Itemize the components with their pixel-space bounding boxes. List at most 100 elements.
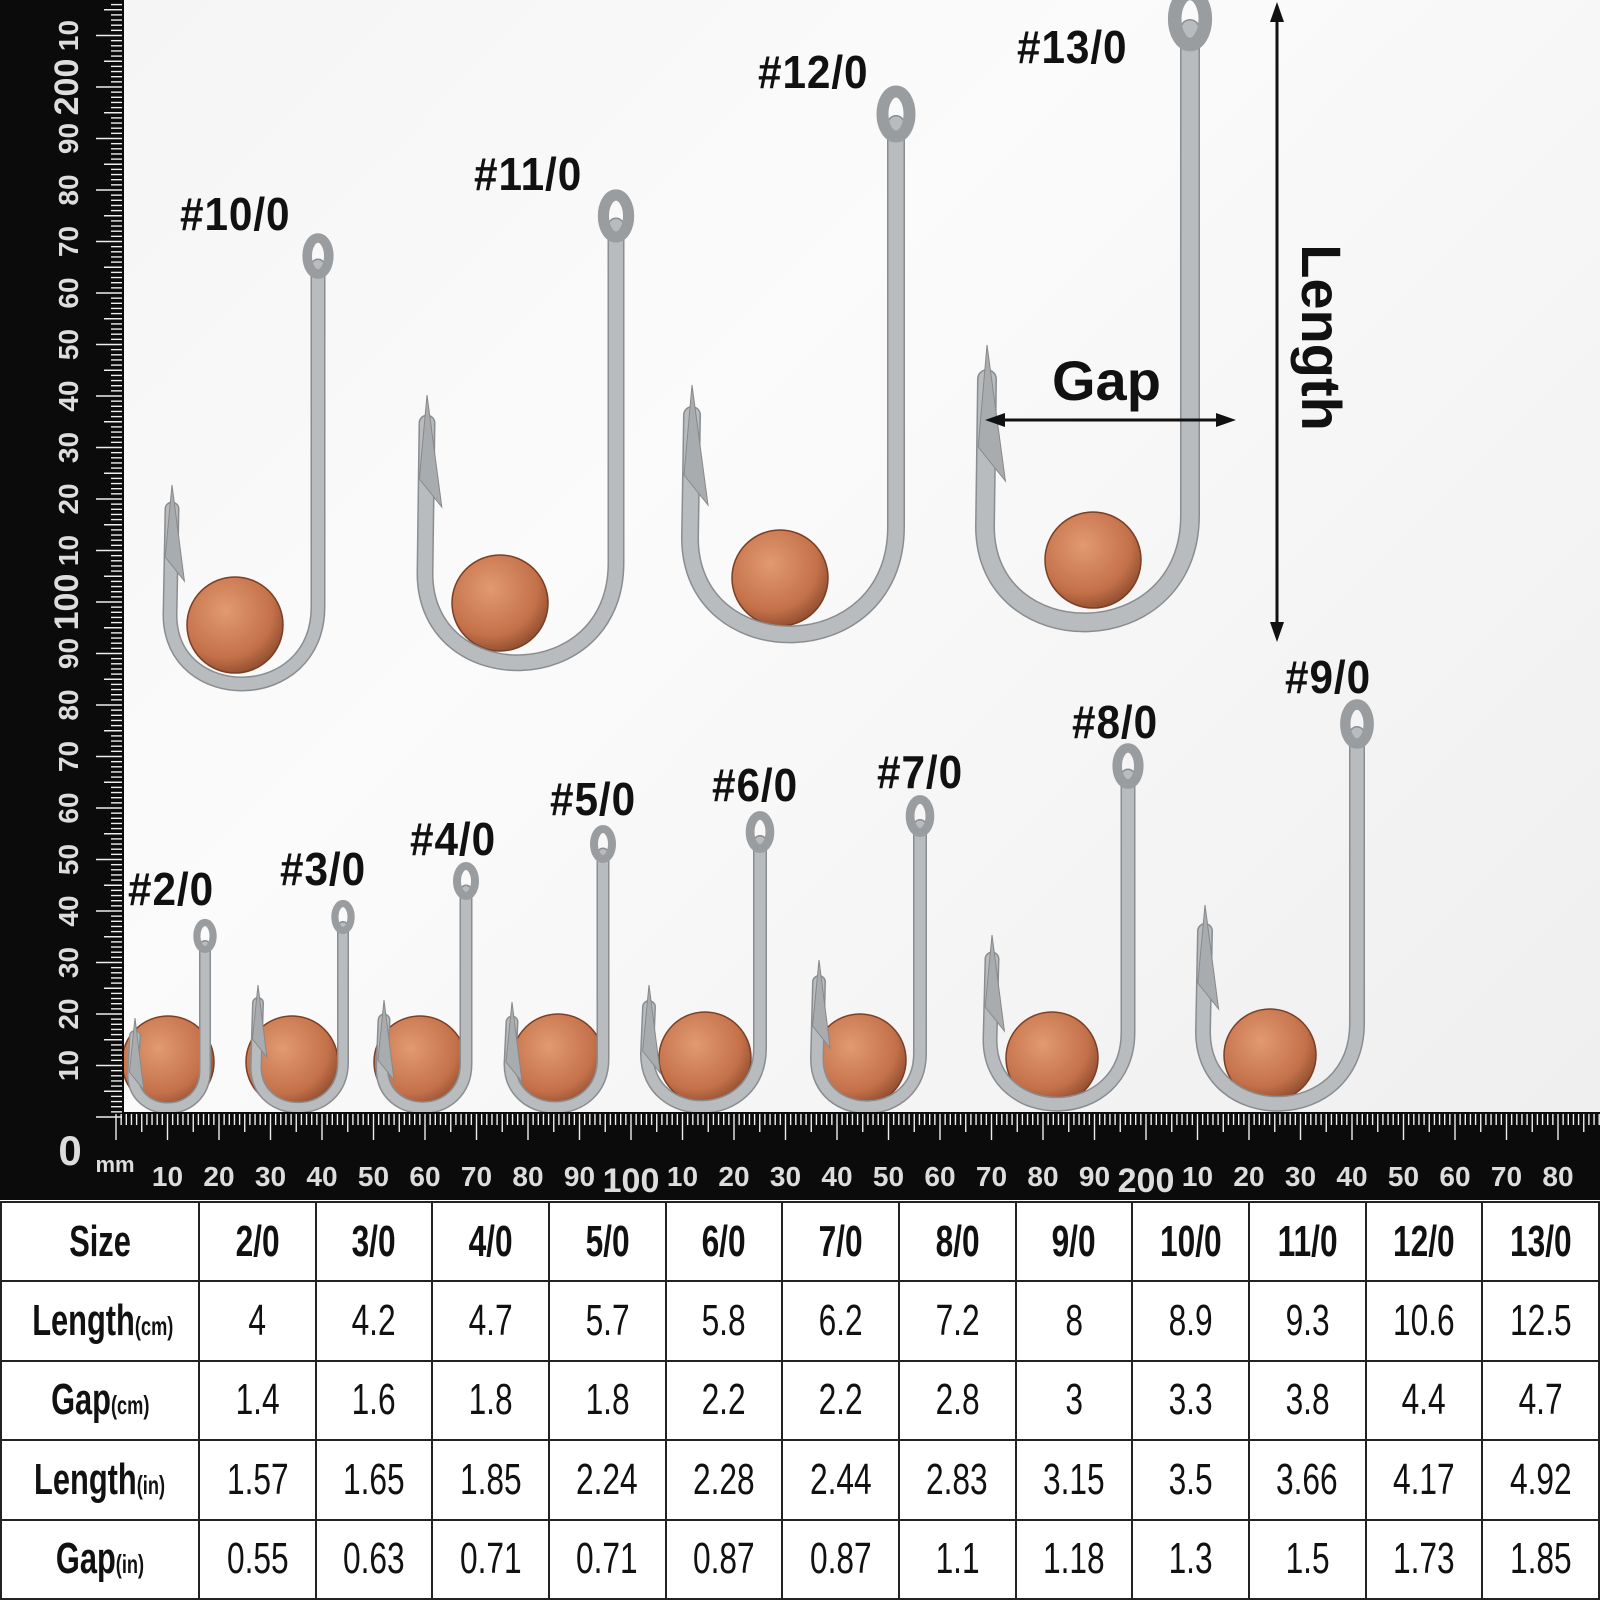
hook-shank: [1196, 727, 1364, 1111]
hook-label-11-0: #11/0: [474, 148, 583, 200]
penny-coin: [186, 576, 284, 674]
hook-barb: [128, 1017, 145, 1092]
table-cell: 1.4: [198, 1359, 317, 1442]
ruler-left-label: 10: [53, 1050, 84, 1081]
ruler-left-label: 50: [53, 329, 84, 360]
table-cell: 0.63: [314, 1518, 434, 1600]
table-cell: 2.28: [664, 1439, 784, 1521]
hook-label-6-0: #6/0: [712, 759, 799, 811]
row-label: Length: [34, 1454, 138, 1504]
table-cell: 3.5: [1131, 1439, 1250, 1521]
ruler-left-label: 70: [53, 226, 84, 257]
penny-coin: [1044, 511, 1142, 609]
ruler-left-label: 40: [53, 895, 84, 926]
hook-eye: [905, 795, 935, 837]
row-unit: (in): [115, 1549, 145, 1580]
ruler-bottom-label: 40: [306, 1161, 337, 1192]
ruler-bottom-label: 80: [512, 1161, 543, 1192]
hook-eye: [193, 918, 217, 954]
table-cell: 0.87: [781, 1518, 900, 1600]
hook-eye: [331, 899, 355, 935]
table-cell: 5/0: [547, 1200, 667, 1283]
ruler-bottom-label: 50: [1388, 1161, 1419, 1192]
row-header: Length(cm): [0, 1280, 200, 1362]
ruler-left-label: 90: [53, 123, 84, 154]
table-cell: 9.3: [1247, 1280, 1367, 1362]
ruler-bottom-label: 50: [873, 1161, 904, 1192]
hook-barb: [418, 394, 443, 509]
ruler-left-label: 30: [53, 947, 84, 978]
row-unit: (in): [137, 1469, 166, 1500]
table-cell: 2.8: [897, 1359, 1017, 1442]
arrow-head-up: [1270, 2, 1284, 22]
ruler-bottom-label: 30: [770, 1161, 801, 1192]
ruler-left-label: 10: [53, 20, 84, 51]
ruler-left-label: 40: [53, 380, 84, 411]
fishing-hook-4-0: [373, 862, 479, 1115]
ruler-left-label: 100: [48, 574, 86, 631]
table-cell: 1.85: [1481, 1518, 1600, 1600]
fishing-hook-6-0: [639, 811, 775, 1114]
fishing-hook-5-0: [503, 825, 616, 1114]
table-cell: 1.1: [897, 1518, 1017, 1600]
row-label: Gap: [55, 1534, 116, 1584]
hook-shank: [641, 836, 766, 1113]
table-row: Gap(cm) 1.4 1.6 1.8 1.8 2.2 2.2 2.8 3 3.3 3.8 4.4 4.…: [0, 1359, 1600, 1442]
ruler-left-label: 60: [53, 277, 84, 308]
table-cell: 6.2: [781, 1280, 900, 1362]
table-cell: 3.66: [1247, 1439, 1367, 1521]
arrow-head-right: [1216, 413, 1236, 427]
table-cell: 8.9: [1131, 1280, 1250, 1362]
table-cell: 4.4: [1364, 1359, 1484, 1442]
table-cell: 12.5: [1481, 1280, 1600, 1362]
ruler-bottom-label: 40: [821, 1161, 852, 1192]
ruler-bottom-label: 90: [564, 1161, 595, 1192]
penny-coin: [451, 554, 549, 652]
table-cell: 0.55: [198, 1518, 317, 1600]
table-cell: 10.6: [1364, 1280, 1484, 1362]
hook-label-13-0: #13/0: [1017, 21, 1128, 73]
ruler-bottom-label: 80: [1027, 1161, 1058, 1192]
table-cell: 2.83: [897, 1439, 1017, 1521]
hook-label-10-0: #10/0: [180, 188, 291, 240]
fishing-hook-7-0: [809, 795, 935, 1115]
ruler-bottom-label: 30: [255, 1161, 286, 1192]
hook-barb: [977, 344, 1007, 483]
row-header: Size: [0, 1200, 200, 1283]
hook-label-3-0: #3/0: [280, 843, 367, 895]
hook-shank: [682, 116, 904, 642]
gap-annotation: Gap: [1052, 349, 1161, 412]
table-cell: 4.7: [431, 1280, 550, 1362]
row-unit: (cm): [110, 1390, 150, 1421]
table-cell: 0.87: [664, 1518, 784, 1600]
fishing-hook-10-0: [162, 233, 334, 692]
hook-shank: [163, 260, 324, 690]
table-cell: 1.6: [314, 1359, 434, 1442]
ruler-left-label: 80: [53, 174, 84, 205]
hook-label-5-0: #5/0: [550, 773, 637, 825]
penny-coin: [731, 529, 829, 627]
ruler-unit-label: mm: [95, 1152, 134, 1177]
table-cell: 1.5: [1247, 1518, 1367, 1600]
table-cell: 2/0: [198, 1200, 317, 1283]
row-label: Gap: [50, 1375, 111, 1425]
table-cell: 4.92: [1481, 1439, 1600, 1521]
table-cell: 0.71: [431, 1518, 550, 1600]
hook-barb: [251, 984, 268, 1059]
row-label: Length: [32, 1296, 135, 1346]
ruler-left-label: 50: [53, 844, 84, 875]
ruler-bottom-label: 90: [1079, 1161, 1110, 1192]
ruler-left-label: 60: [53, 792, 84, 823]
table-cell: 5.8: [664, 1280, 784, 1362]
fishing-hook-13-0: [974, 0, 1213, 633]
table-cell: 2.2: [781, 1359, 900, 1442]
table-row: Length(in) 1.57 1.65 1.85 2.24 2.28 2.44 2.83 3.…: [0, 1439, 1600, 1521]
table-cell: 1.65: [314, 1439, 434, 1521]
table-row: Length(cm) 4 4.2 4.7 5.7 5.8 6.2 7.2 8 8.9 9.3 10.6…: [0, 1280, 1600, 1362]
ruler-left-label: 20: [53, 483, 84, 514]
hook-barb: [984, 934, 1006, 1033]
hook-barb: [812, 959, 831, 1050]
table-cell: 4/0: [431, 1200, 550, 1283]
table-cell: 3.8: [1247, 1359, 1367, 1442]
hook-shank: [376, 886, 471, 1113]
